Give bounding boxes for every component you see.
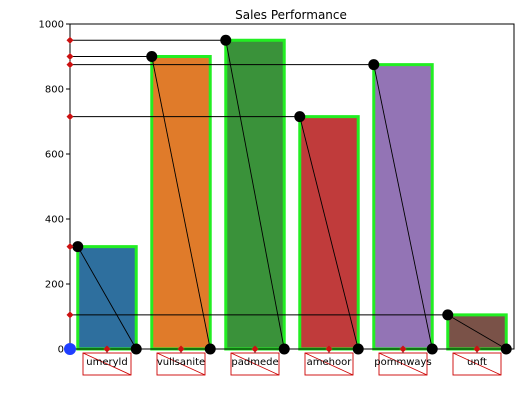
category-label-box-diagonal bbox=[156, 352, 206, 376]
y-axis-diamond bbox=[66, 36, 74, 44]
category-label-box-diagonal bbox=[452, 352, 502, 376]
bar-base-point bbox=[500, 343, 512, 355]
baseline-diamond bbox=[399, 345, 407, 353]
bar-base-point bbox=[204, 343, 216, 355]
x-tick-label: pommways bbox=[374, 357, 431, 368]
x-tick-label: umeryld bbox=[86, 357, 127, 368]
bar-top-point bbox=[72, 241, 84, 253]
baseline-diamond bbox=[325, 345, 333, 353]
bar-top-point bbox=[146, 51, 158, 62]
bar-diagonal-line bbox=[373, 64, 433, 350]
baseline-diamond bbox=[251, 345, 259, 353]
bar-top-point bbox=[294, 111, 306, 123]
x-tick-label: amehoor bbox=[307, 357, 353, 368]
bar-diagonal-line bbox=[225, 40, 285, 350]
bar-diagonal-line bbox=[299, 116, 359, 350]
bar-diagonal-line bbox=[151, 56, 211, 350]
category-labels: umeryld vullsanite padmede amehoor pommways u… bbox=[82, 350, 502, 376]
y-axis-diamond bbox=[66, 61, 74, 69]
y-axis-diamond bbox=[66, 311, 74, 319]
baseline-diamond bbox=[103, 345, 111, 353]
plot-frame bbox=[69, 23, 515, 350]
y-tick-label: 600 bbox=[45, 150, 64, 161]
category-label-box-diagonal bbox=[304, 352, 354, 376]
y-ticks: 0 200 400 600 800 1000 bbox=[39, 20, 70, 356]
y-axis-diamond bbox=[66, 53, 74, 60]
y-axis-diamond bbox=[66, 113, 74, 121]
overlay-lines bbox=[70, 39, 507, 350]
y-axis-diamond bbox=[66, 243, 74, 251]
category-label-box-diagonal bbox=[378, 352, 428, 376]
y-tick-label: 0 bbox=[58, 345, 64, 356]
y-tick-label: 1000 bbox=[39, 20, 64, 31]
origin-marker bbox=[64, 343, 76, 355]
bar-base-point bbox=[130, 343, 142, 355]
x-tick-label: vullsanite bbox=[157, 357, 205, 368]
bars bbox=[76, 38, 508, 351]
baseline-diamond bbox=[177, 345, 185, 353]
y-tick-label: 200 bbox=[45, 280, 64, 291]
category-label-box-diagonal bbox=[82, 352, 132, 376]
bar-diagonal-line bbox=[447, 314, 507, 350]
bar-base-point bbox=[352, 343, 364, 355]
x-tick-label: unft bbox=[467, 357, 487, 368]
bar-top-point bbox=[368, 59, 380, 71]
bar-base-point bbox=[426, 343, 438, 355]
baseline-diamond bbox=[473, 345, 481, 353]
x-tick-label: padmede bbox=[231, 357, 278, 368]
y-tick-label: 400 bbox=[45, 215, 64, 226]
category-label-box-diagonal bbox=[230, 352, 280, 376]
bar-top-point bbox=[220, 34, 232, 46]
y-tick-label: 800 bbox=[45, 85, 64, 96]
bar-top-point bbox=[442, 309, 454, 321]
bar-diagonal-line bbox=[77, 246, 137, 350]
bar-base-point bbox=[278, 343, 290, 355]
chart-title: Sales Performance bbox=[235, 8, 347, 22]
markers bbox=[64, 34, 512, 355]
